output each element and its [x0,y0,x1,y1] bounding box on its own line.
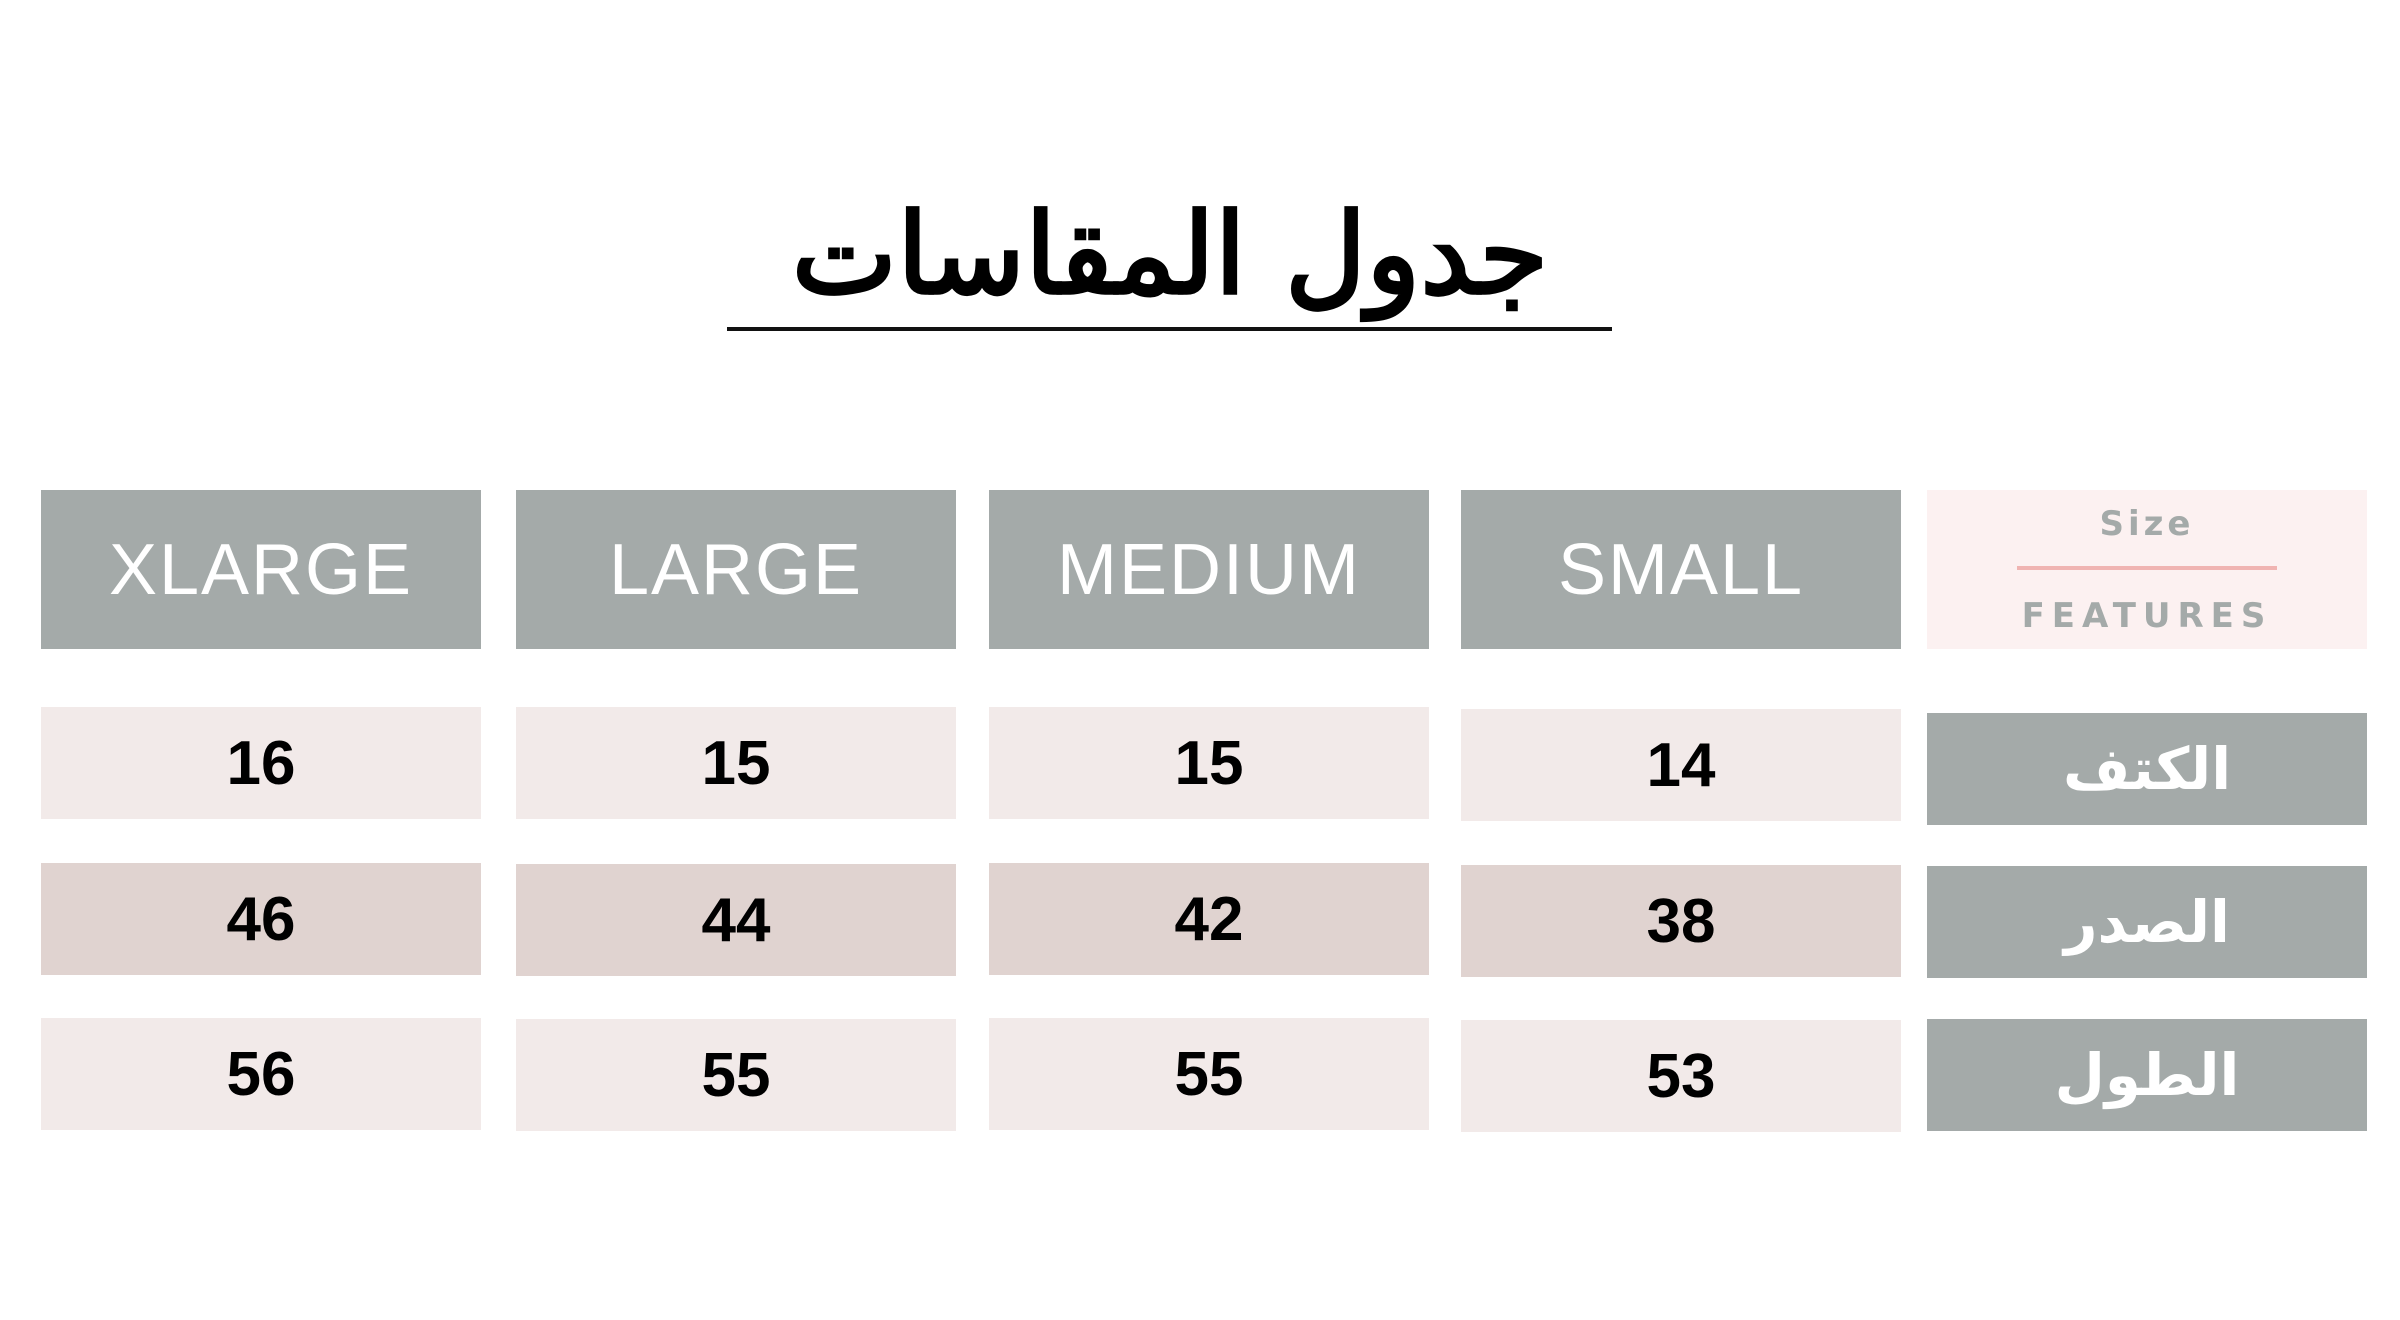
feature-shoulder: الكتف [1927,713,2367,825]
header-xlarge: XLARGE [41,490,481,649]
feature-length: الطول [1927,1019,2367,1131]
table-cell: 55 [516,1019,956,1131]
table-cell: 42 [989,863,1429,975]
corner-cell: Size FEATURES [1927,490,2367,649]
table-cell: 44 [516,864,956,976]
table-cell: 16 [41,707,481,819]
header-medium: MEDIUM [989,490,1429,649]
feature-chest: الصدر [1927,866,2367,978]
table-cell: 38 [1461,865,1901,977]
title-underline [727,327,1612,331]
table-cell: 15 [516,707,956,819]
corner-size-label: Size [2099,503,2195,544]
corner-divider [2017,565,2277,570]
corner-features-label: FEATURES [2021,595,2273,636]
table-cell: 15 [989,707,1429,819]
table-cell: 14 [1461,709,1901,821]
header-small: SMALL [1461,490,1901,649]
table-cell: 56 [41,1018,481,1130]
table-cell: 46 [41,863,481,975]
table-cell: 55 [989,1018,1429,1130]
header-large: LARGE [516,490,956,649]
table-cell: 53 [1461,1020,1901,1132]
page-title: جدول المقاسات [791,189,1549,320]
